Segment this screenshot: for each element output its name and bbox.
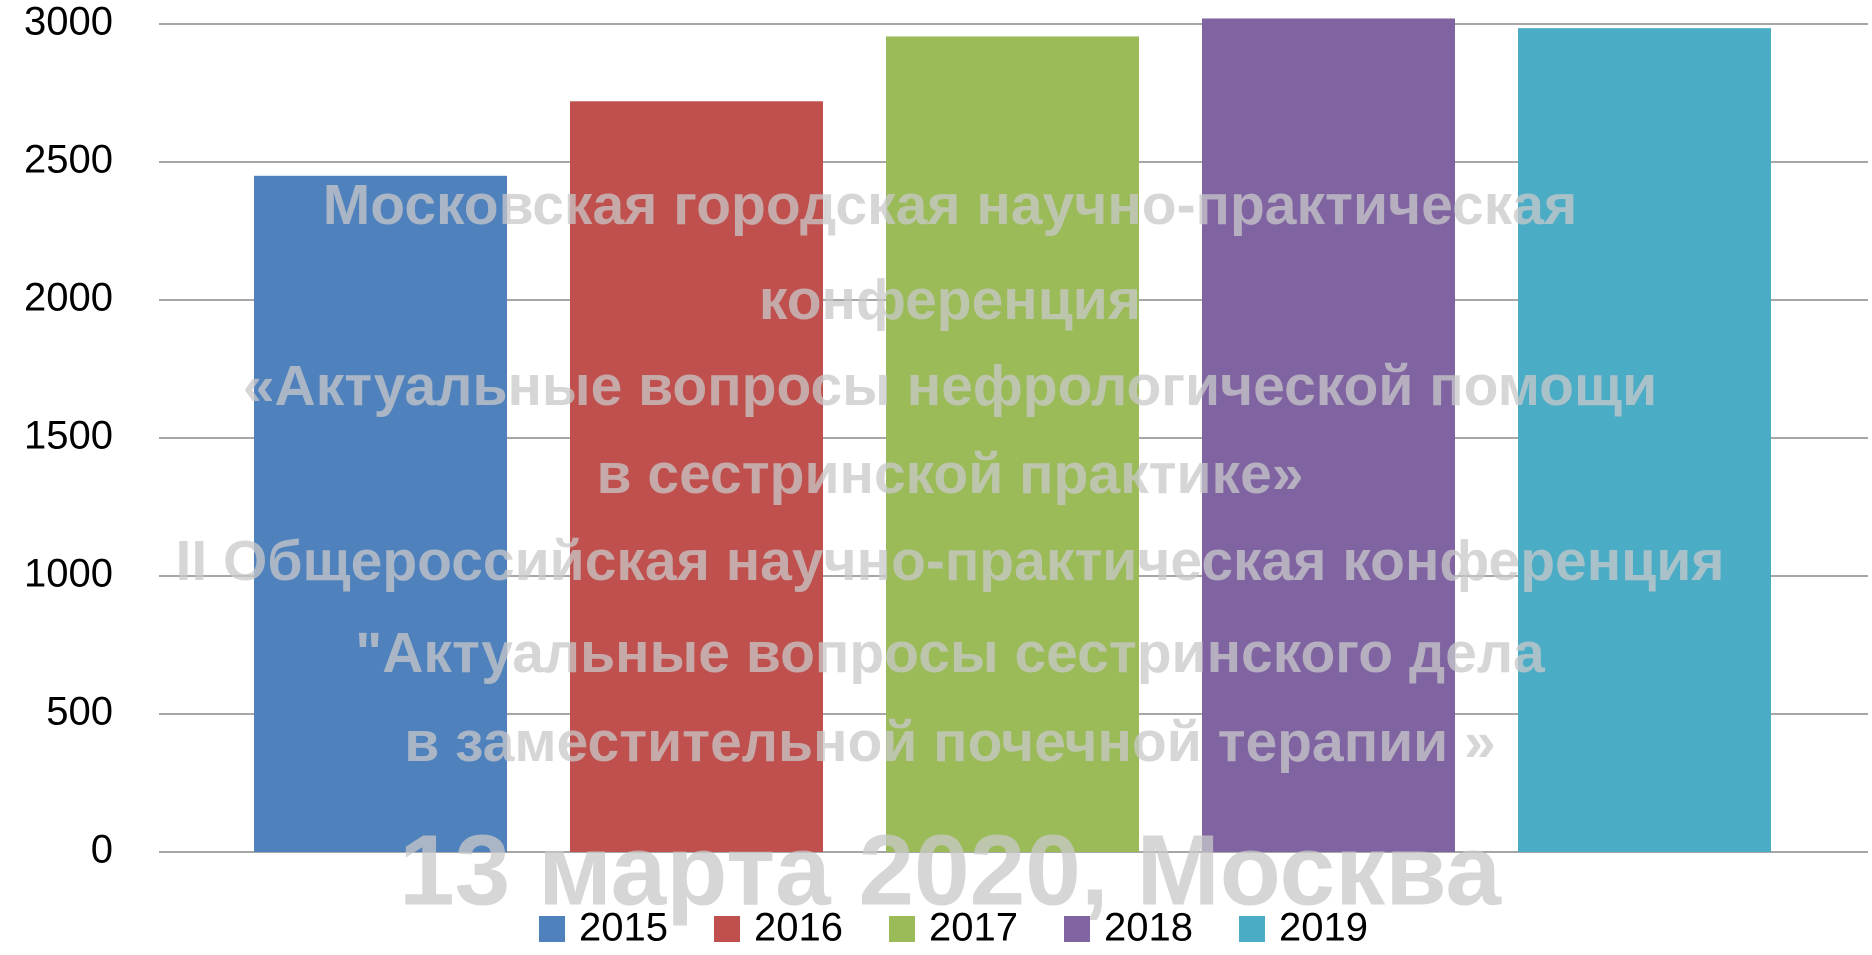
legend-swatch [1064, 916, 1090, 942]
y-tick-label: 2000 [24, 276, 113, 320]
y-tick-label: 2500 [24, 138, 113, 182]
watermark-text: II Общероссийская научно-практическая ко… [175, 529, 1724, 593]
watermark-text: в заместительной почечной терапии » [404, 710, 1496, 774]
watermark-text: «Актуальные вопросы нефрологической помо… [243, 354, 1657, 418]
bar [886, 36, 1139, 853]
watermark-text: 13 марта 2020, Москва [399, 814, 1502, 926]
bar [254, 175, 507, 853]
legend-label: 2016 [754, 906, 843, 950]
watermark-text: Московская городская научно-практическая [323, 173, 1577, 237]
y-tick-label: 1500 [24, 414, 113, 458]
legend-label: 2017 [929, 906, 1018, 950]
bar [570, 101, 823, 852]
bar [1518, 28, 1771, 852]
legend-label: 2015 [579, 906, 668, 950]
watermark-text: "Актуальные вопросы сестринского дела [355, 621, 1546, 685]
legend-swatch [714, 916, 740, 942]
legend-label: 2018 [1104, 906, 1193, 950]
watermark-text: конференция [759, 268, 1141, 332]
y-tick-label: 3000 [24, 0, 113, 44]
legend-swatch [889, 916, 915, 942]
legend-swatch [1239, 916, 1265, 942]
watermark-text: в сестринской практике» [597, 442, 1304, 506]
y-tick-label: 500 [46, 690, 113, 734]
y-tick-label: 0 [91, 828, 113, 872]
bar [1202, 18, 1455, 853]
legend-swatch [539, 916, 565, 942]
y-tick-label: 1000 [24, 552, 113, 596]
legend-label: 2019 [1279, 906, 1368, 950]
